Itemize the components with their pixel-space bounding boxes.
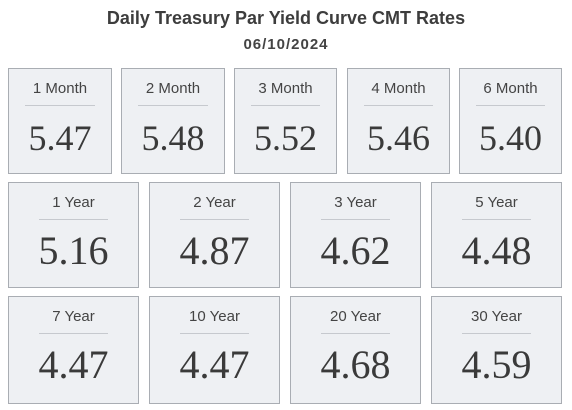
rate-card-value: 5.40 (479, 118, 542, 158)
rate-card-value: 4.87 (179, 228, 250, 273)
rate-card-value: 4.47 (38, 342, 109, 387)
rate-card-value: 4.68 (320, 342, 391, 387)
divider (364, 105, 433, 106)
rate-card-20-year: 20 Year 4.68 (290, 296, 421, 404)
rate-card-label: 4 Month (371, 80, 426, 97)
rate-card-value: 5.48 (141, 118, 205, 158)
rate-card-label: 6 Month (483, 80, 538, 97)
divider (39, 333, 108, 334)
rate-card-label: 5 Year (475, 194, 518, 211)
rate-card-label: 1 Month (32, 80, 88, 97)
divider (476, 105, 545, 106)
rate-card-label: 2 Year (193, 194, 236, 211)
rate-card-value: 4.59 (461, 342, 532, 387)
mid-term-rates-row: 1 Year 5.16 2 Year 4.87 3 Year 4.62 5 Ye… (0, 182, 572, 288)
rate-card-3-year: 3 Year 4.62 (290, 182, 421, 288)
rate-card-30-year: 30 Year 4.59 (431, 296, 562, 404)
rate-card-label: 30 Year (471, 308, 522, 325)
rate-card-6-month: 6 Month 5.40 (459, 68, 562, 174)
rate-card-1-year: 1 Year 5.16 (8, 182, 139, 288)
divider (180, 219, 249, 220)
rate-card-label: 10 Year (189, 308, 240, 325)
rate-card-5-year: 5 Year 4.48 (431, 182, 562, 288)
rate-card-4-month: 4 Month 5.46 (347, 68, 450, 174)
divider (462, 333, 531, 334)
rate-card-1-month: 1 Month 5.47 (8, 68, 112, 174)
short-term-rates-row: 1 Month 5.47 2 Month 5.48 3 Month 5.52 4… (0, 68, 572, 174)
rate-card-label: 2 Month (145, 80, 201, 97)
rate-card-label: 3 Year (334, 194, 377, 211)
rate-card-label: 7 Year (52, 308, 95, 325)
rate-card-label: 1 Year (52, 194, 95, 211)
divider (251, 105, 320, 106)
rate-card-7-year: 7 Year 4.47 (8, 296, 139, 404)
divider (462, 219, 531, 220)
rate-card-3-month: 3 Month 5.52 (234, 68, 337, 174)
rate-card-value: 4.62 (320, 228, 391, 273)
rate-card-label: 20 Year (330, 308, 381, 325)
page-title: Daily Treasury Par Yield Curve CMT Rates (106, 8, 466, 28)
rate-card-value: 4.48 (461, 228, 532, 273)
rate-card-10-year: 10 Year 4.47 (149, 296, 280, 404)
rate-card-value: 5.16 (38, 228, 109, 273)
long-term-rates-row: 7 Year 4.47 10 Year 4.47 20 Year 4.68 30… (0, 296, 572, 404)
divider (25, 105, 95, 106)
rates-date: 06/10/2024 (243, 36, 329, 53)
rate-card-value: 5.52 (254, 118, 317, 158)
divider (39, 219, 108, 220)
rate-card-2-year: 2 Year 4.87 (149, 182, 280, 288)
divider (321, 219, 390, 220)
divider (180, 333, 249, 334)
divider (138, 105, 208, 106)
rate-card-2-month: 2 Month 5.48 (121, 68, 225, 174)
rate-card-value: 5.46 (367, 118, 430, 158)
divider (321, 333, 390, 334)
rate-card-value: 4.47 (179, 342, 250, 387)
rate-card-label: 3 Month (258, 80, 313, 97)
rate-card-value: 5.47 (28, 118, 92, 158)
